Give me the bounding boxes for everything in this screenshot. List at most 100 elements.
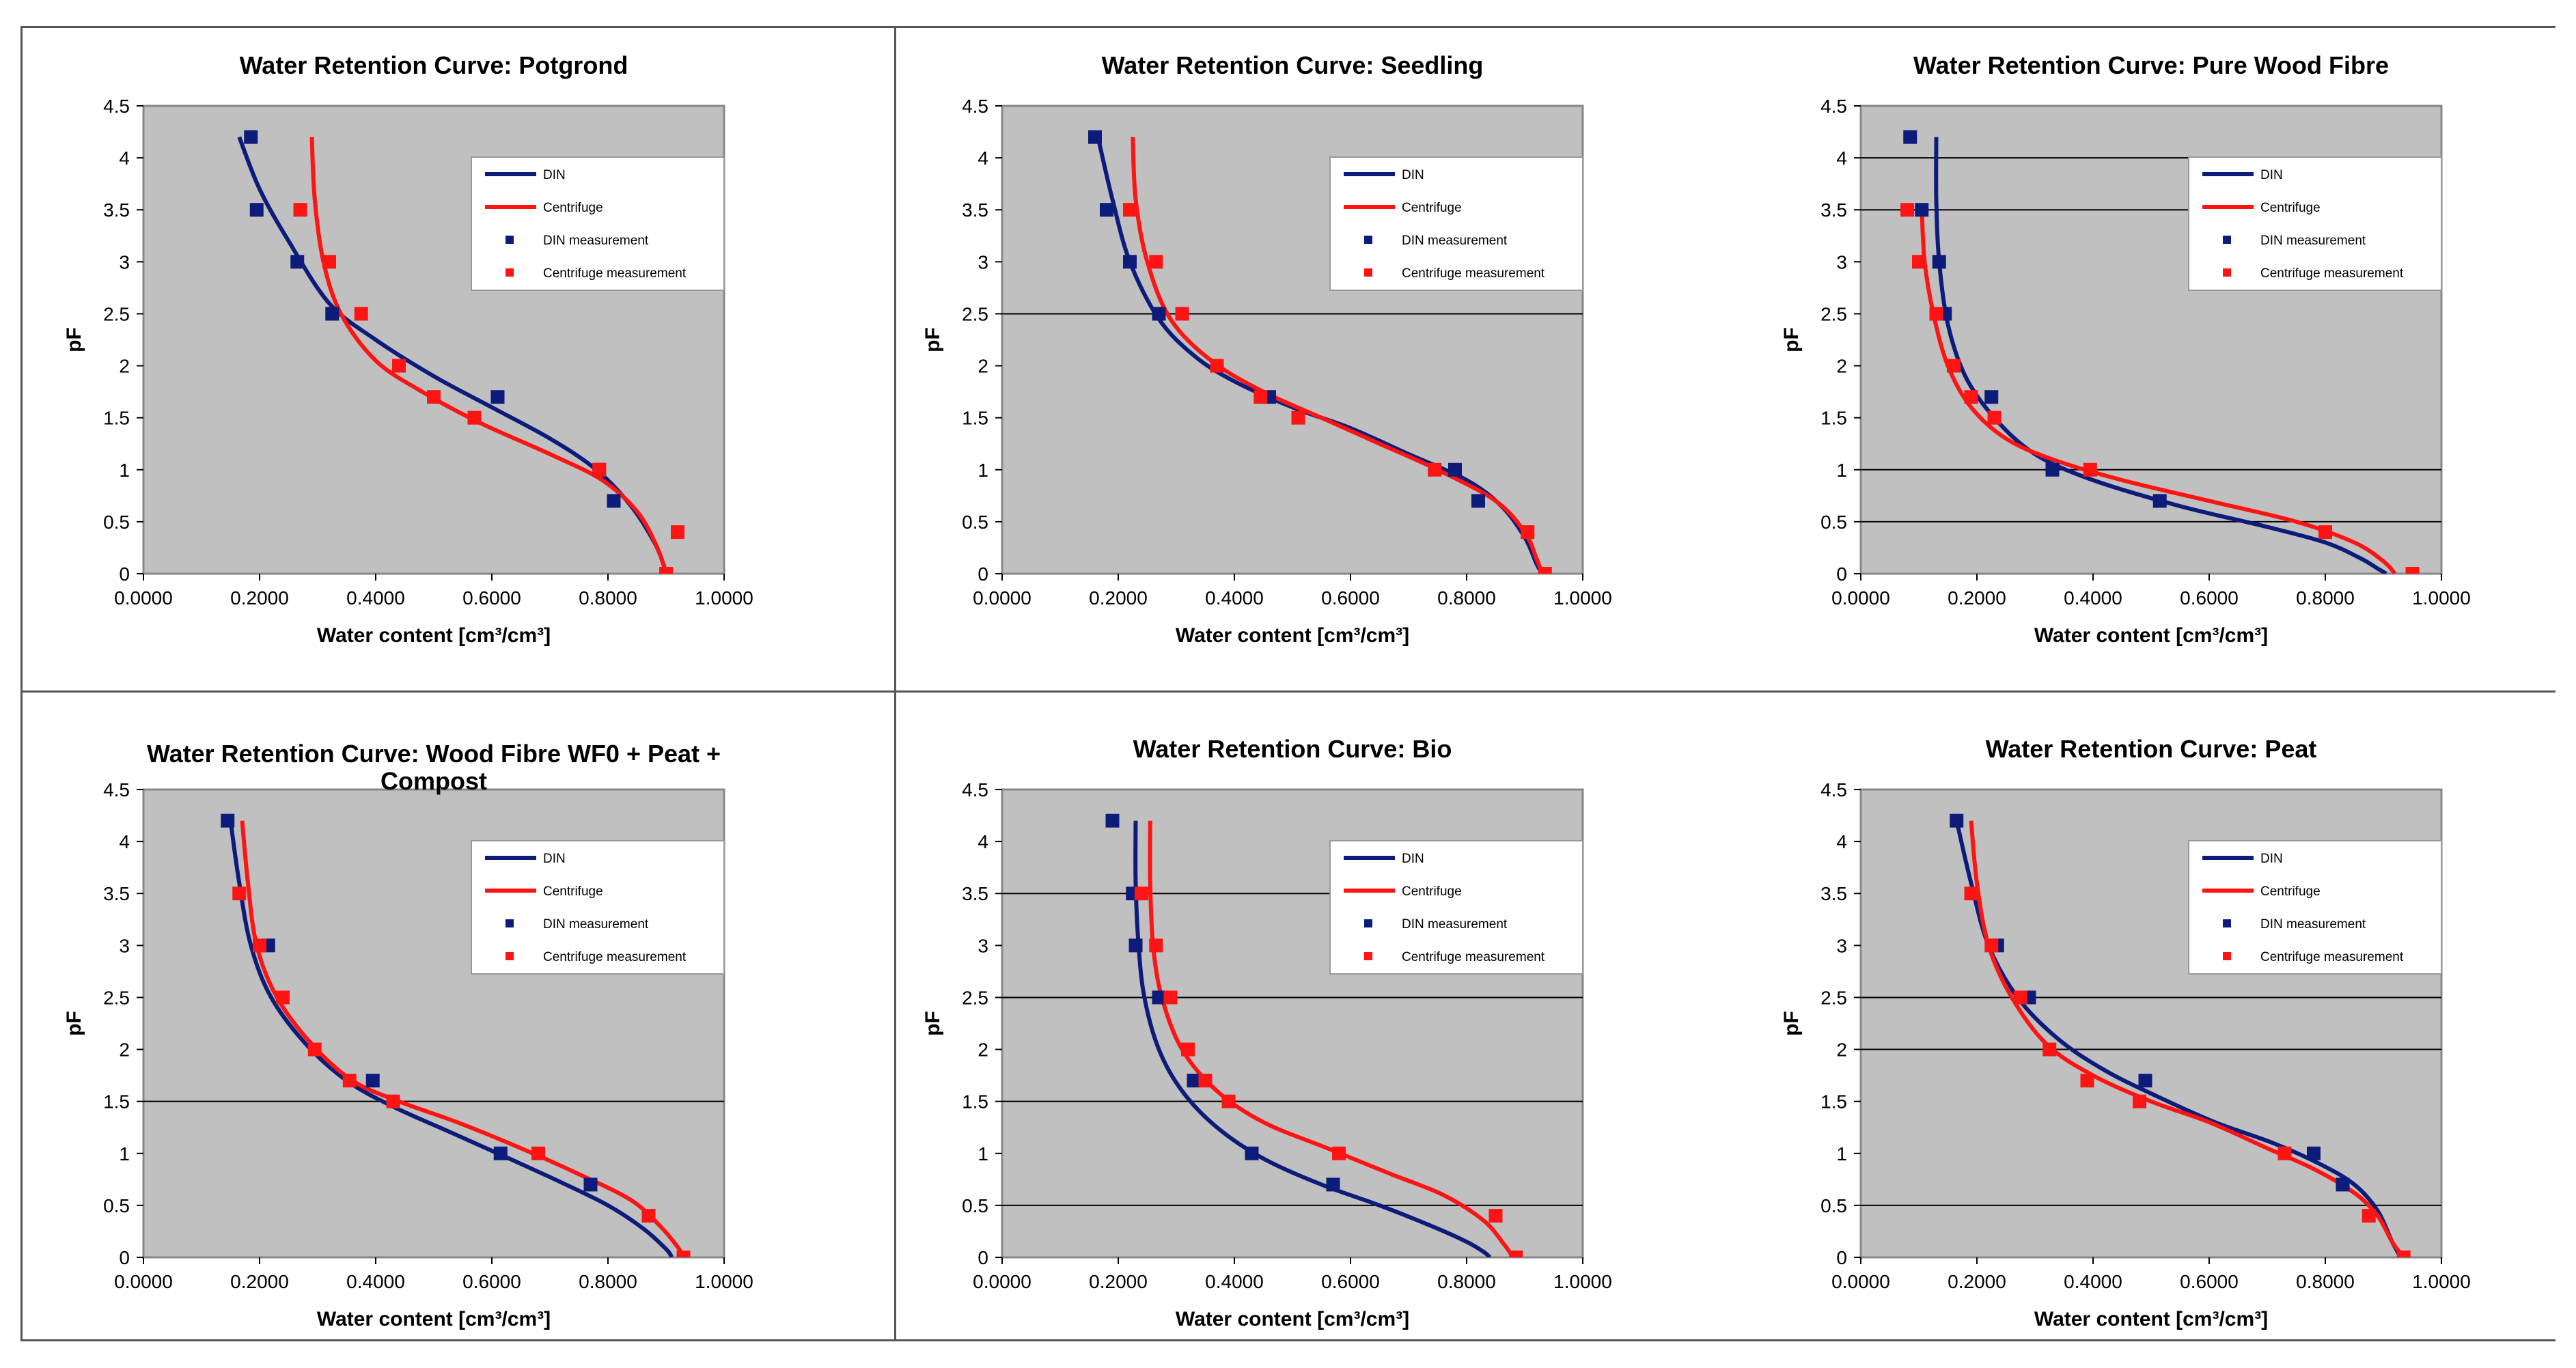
chart-seedling: Water Retention Curve: Seedling 0 0.5 1 1.5 2… <box>859 0 1717 684</box>
chart-title: Water Retention Curve: Potgrond <box>240 51 628 79</box>
x-tick-label: 0.4000 <box>346 1271 405 1292</box>
din-measurement-point <box>244 130 258 144</box>
centrifuge-measurement-point <box>2396 1251 2411 1257</box>
legend-label: DIN <box>2260 852 2283 866</box>
din-measurement-point <box>1448 462 1462 477</box>
x-tick-label: 0.6000 <box>2180 587 2239 609</box>
centrifuge-measurement-point <box>1984 938 1999 953</box>
y-axis-label: pF <box>63 1011 85 1036</box>
centrifuge-measurement-point <box>1149 255 1163 269</box>
din-measurement-point <box>249 203 264 217</box>
x-tick-label: 0.2000 <box>1089 1271 1148 1292</box>
din-measurement-point <box>365 1074 380 1088</box>
legend-din-marker <box>1364 919 1372 927</box>
y-axis-label: pF <box>922 1011 944 1036</box>
y-tick-label: 1.5 <box>1820 1091 1847 1113</box>
centrifuge-measurement-point <box>386 1094 400 1108</box>
centrifuge-measurement-point <box>1149 938 1163 953</box>
x-tick-label: 0.8000 <box>2296 587 2355 609</box>
legend-centrifuge-marker <box>2223 952 2231 960</box>
y-tick-label: 4 <box>1836 831 1847 852</box>
frame-bottom <box>20 1339 2556 1341</box>
legend-label: Centrifuge <box>1402 884 1462 899</box>
legend-din-marker <box>2223 236 2231 244</box>
x-tick-label: 1.0000 <box>695 587 753 609</box>
din-curve <box>228 820 674 1257</box>
y-tick-label: 4 <box>119 148 130 169</box>
centrifuge-measurement-point <box>1291 410 1305 425</box>
legend-din-marker <box>505 919 514 927</box>
din-measurement-point <box>1152 307 1166 321</box>
x-tick-label: 0.2000 <box>1948 1271 2006 1292</box>
x-axis-label: Water content [cm³/cm³] <box>2034 1308 2268 1330</box>
legend <box>1329 156 1583 291</box>
y-tick-label: 4.5 <box>962 779 988 800</box>
centrifuge-measurement-point <box>276 990 290 1005</box>
din-measurement-point <box>1187 1074 1201 1088</box>
x-tick-label: 0.4000 <box>1205 587 1264 609</box>
legend-label: DIN <box>543 852 566 866</box>
y-tick-label: 1.5 <box>103 1091 130 1113</box>
x-tick-label: 1.0000 <box>2412 587 2471 609</box>
chart-pure-wood-fibre: Water Retention Curve: Pure Wood Fibre 0 0… <box>1717 0 2576 684</box>
centrifuge-measurement-point <box>1163 990 1178 1005</box>
centrifuge-measurement-point <box>1929 307 1943 321</box>
centrifuge-measurement-point <box>676 1251 691 1257</box>
y-tick-label: 3.5 <box>103 883 130 904</box>
centrifuge-measurement-point <box>1964 887 1978 901</box>
x-axis-label: Water content [cm³/cm³] <box>317 1308 551 1330</box>
chart-title: Water Retention Curve: Pure Wood Fibre <box>1913 51 2389 79</box>
centrifuge-measurement-point <box>2318 525 2332 540</box>
centrifuge-measurement-point <box>671 525 684 540</box>
y-tick-label: 0.5 <box>1820 512 1847 533</box>
din-measurement-point <box>1326 1177 1340 1192</box>
x-tick-label: 0.6000 <box>1321 1271 1380 1292</box>
y-tick-label: 2.5 <box>103 987 130 1008</box>
centrifuge-measurement-point <box>1521 525 1535 540</box>
centrifuge-measurement-point <box>1198 1074 1213 1088</box>
y-tick-label: 3.5 <box>962 883 988 904</box>
legend-label: Centrifuge measurement <box>2260 950 2404 964</box>
din-measurement-point <box>1245 1146 1259 1160</box>
centrifuge-measurement-point <box>467 410 482 425</box>
x-tick-label: 0.8000 <box>1437 587 1496 609</box>
din-measurement-point <box>1903 130 1917 144</box>
legend-din-marker <box>505 236 514 244</box>
centrifuge-measurement-point <box>1123 203 1137 217</box>
legend-label: Centrifuge measurement <box>1402 950 1545 964</box>
x-tick-label: 1.0000 <box>695 1271 753 1292</box>
y-axis-label: pF <box>1780 327 1803 352</box>
legend <box>2188 156 2442 291</box>
x-tick-label: 0.4000 <box>2064 587 2122 609</box>
legend-label: Centrifuge <box>2260 884 2321 899</box>
legend-label: Centrifuge <box>1402 201 1462 215</box>
centrifuge-measurement-point <box>1912 255 1926 269</box>
centrifuge-measurement-point <box>1428 462 1442 477</box>
series-group <box>1088 130 1552 574</box>
y-tick-label: 3.5 <box>1820 199 1847 221</box>
centrifuge-measurement-point <box>659 567 673 574</box>
din-measurement-point <box>1088 130 1102 144</box>
y-tick-label: 0.5 <box>1820 1195 1847 1216</box>
frame-left <box>20 26 23 1341</box>
y-tick-label: 1 <box>978 460 988 481</box>
legend-centrifuge-marker <box>2223 268 2231 277</box>
y-tick-label: 4.5 <box>103 96 130 117</box>
legend <box>2188 840 2442 975</box>
din-measurement-point <box>1100 203 1113 217</box>
legend-label: Centrifuge measurement <box>2260 266 2404 281</box>
chart-title: Water Retention Curve: Wood Fibre WF0 + … <box>147 740 721 768</box>
y-tick-label: 2 <box>119 1039 130 1061</box>
x-tick-label: 0.2000 <box>230 587 289 609</box>
din-measurement-point <box>490 390 505 404</box>
centrifuge-measurement-point <box>1900 203 1914 217</box>
chart-title: Water Retention Curve: Seedling <box>1102 51 1484 79</box>
x-tick-label: 0.6000 <box>2180 1271 2239 1292</box>
x-axis-label: Water content [cm³/cm³] <box>1176 624 1409 647</box>
centrifuge-measurement-point <box>2083 462 2097 477</box>
frame-top <box>20 26 2556 28</box>
legend-label: Centrifuge <box>543 884 603 899</box>
legend <box>471 840 725 975</box>
x-tick-label: 0.8000 <box>1437 1271 1496 1292</box>
din-measurement-point <box>1128 938 1143 953</box>
